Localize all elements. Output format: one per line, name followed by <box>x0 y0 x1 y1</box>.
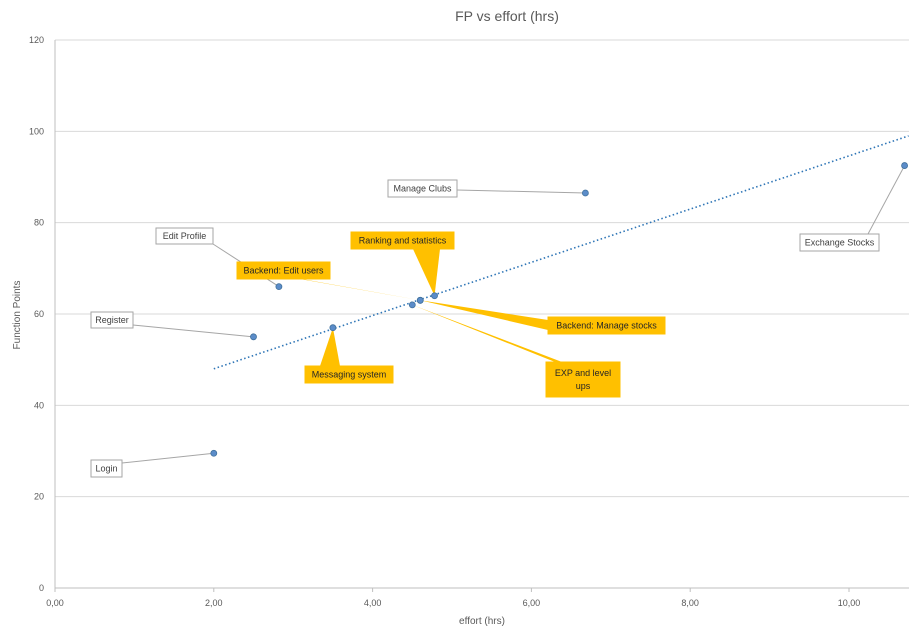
data-point <box>901 162 908 169</box>
data-label: Exchange Stocks <box>799 233 880 252</box>
y-axis-title: Function Points <box>12 281 23 350</box>
x-tick-label: 10,00 <box>838 598 861 608</box>
data-label-box <box>236 261 331 280</box>
data-label-text: Edit Profile <box>163 231 207 241</box>
leader-line <box>121 452 214 464</box>
y-tick-label: 40 <box>34 400 44 410</box>
y-tick-label: 20 <box>34 492 44 502</box>
data-point <box>329 324 337 332</box>
y-tick-label: 60 <box>34 309 44 319</box>
x-tick-label: 8,00 <box>681 598 699 608</box>
data-labels: Login Register Edit Profile Messaging syste… <box>90 179 880 478</box>
data-label-box <box>547 316 666 335</box>
x-tick-label: 2,00 <box>205 598 223 608</box>
y-tick-label: 80 <box>34 218 44 228</box>
x-axis-ticks: 0,00 2,00 4,00 6,00 8,00 10,00 <box>46 588 860 608</box>
data-point <box>408 301 416 309</box>
callout-pointer <box>285 276 421 301</box>
data-label: Backend: Manage stocks <box>547 316 666 335</box>
data-label-box <box>155 227 214 245</box>
data-label-box <box>350 231 455 250</box>
data-label: Backend: Edit users <box>236 261 331 280</box>
callout-pointer <box>413 249 440 296</box>
y-tick-label: 0 <box>39 583 44 593</box>
x-tick-label: 6,00 <box>523 598 541 608</box>
y-tick-label: 100 <box>29 126 44 136</box>
data-label-box <box>304 365 394 384</box>
leader-line <box>456 189 586 194</box>
data-label-box <box>90 311 134 329</box>
data-label-text: ups <box>576 381 591 391</box>
data-point <box>210 449 218 457</box>
data-label-box <box>545 361 621 398</box>
leader-line <box>132 324 254 338</box>
gridlines <box>54 39 909 589</box>
chart-title: FP vs effort (hrs) <box>455 8 559 24</box>
data-point <box>250 333 257 341</box>
data-label-text: Register <box>95 315 129 325</box>
y-axis-ticks: 0 20 40 60 80 100 120 <box>29 35 44 593</box>
data-label-box <box>90 459 123 478</box>
x-tick-label: 4,00 <box>364 598 382 608</box>
data-label-box <box>387 179 458 198</box>
data-label: EXP and level ups <box>545 361 621 398</box>
callout-pointer <box>412 304 575 370</box>
x-axis-title: effort (hrs) <box>459 616 505 627</box>
data-label-text: EXP and level <box>555 368 611 378</box>
callout-pointer <box>320 327 340 366</box>
data-label: Manage Clubs <box>387 179 458 198</box>
data-label-box <box>799 233 880 252</box>
callout-pointer <box>420 300 548 330</box>
data-label: Ranking and statistics <box>350 231 455 250</box>
data-label-text: Backend: Manage stocks <box>556 321 657 331</box>
data-label-text: Backend: Edit users <box>243 266 324 276</box>
y-tick-label: 120 <box>29 35 44 45</box>
data-point <box>581 189 589 197</box>
data-label-text: Login <box>95 464 117 474</box>
data-label-text: Messaging system <box>312 370 387 380</box>
data-point <box>416 296 424 304</box>
data-label-text: Manage Clubs <box>393 184 452 194</box>
data-point <box>431 292 438 300</box>
x-tick-label: 0,00 <box>46 598 64 608</box>
data-label: Register <box>90 311 134 329</box>
data-points <box>210 162 908 457</box>
leader-line <box>867 165 906 235</box>
data-label-text: Exchange Stocks <box>805 238 875 248</box>
data-label: Messaging system <box>304 365 394 384</box>
data-label-text: Ranking and statistics <box>359 236 447 246</box>
data-label: Login <box>90 459 123 478</box>
data-point <box>275 283 283 291</box>
data-label: Edit Profile <box>155 227 214 245</box>
